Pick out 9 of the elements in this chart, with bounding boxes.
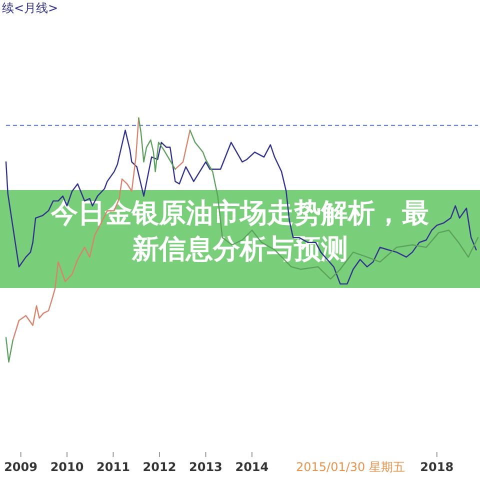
x-tick-label: 2018 [420, 460, 454, 474]
x-tick-label: 2013 [189, 460, 222, 474]
x-tick-label: 2014 [235, 460, 269, 474]
x-tick-label: 2009 [4, 460, 38, 474]
x-tick-label: 2011 [96, 460, 130, 474]
x-tick-label: 2012 [142, 460, 176, 474]
tooltip: 2015/01/30 星期五 [290, 459, 406, 477]
x-tick-label: 2010 [50, 460, 84, 474]
text: 续<月线> [2, 1, 58, 15]
